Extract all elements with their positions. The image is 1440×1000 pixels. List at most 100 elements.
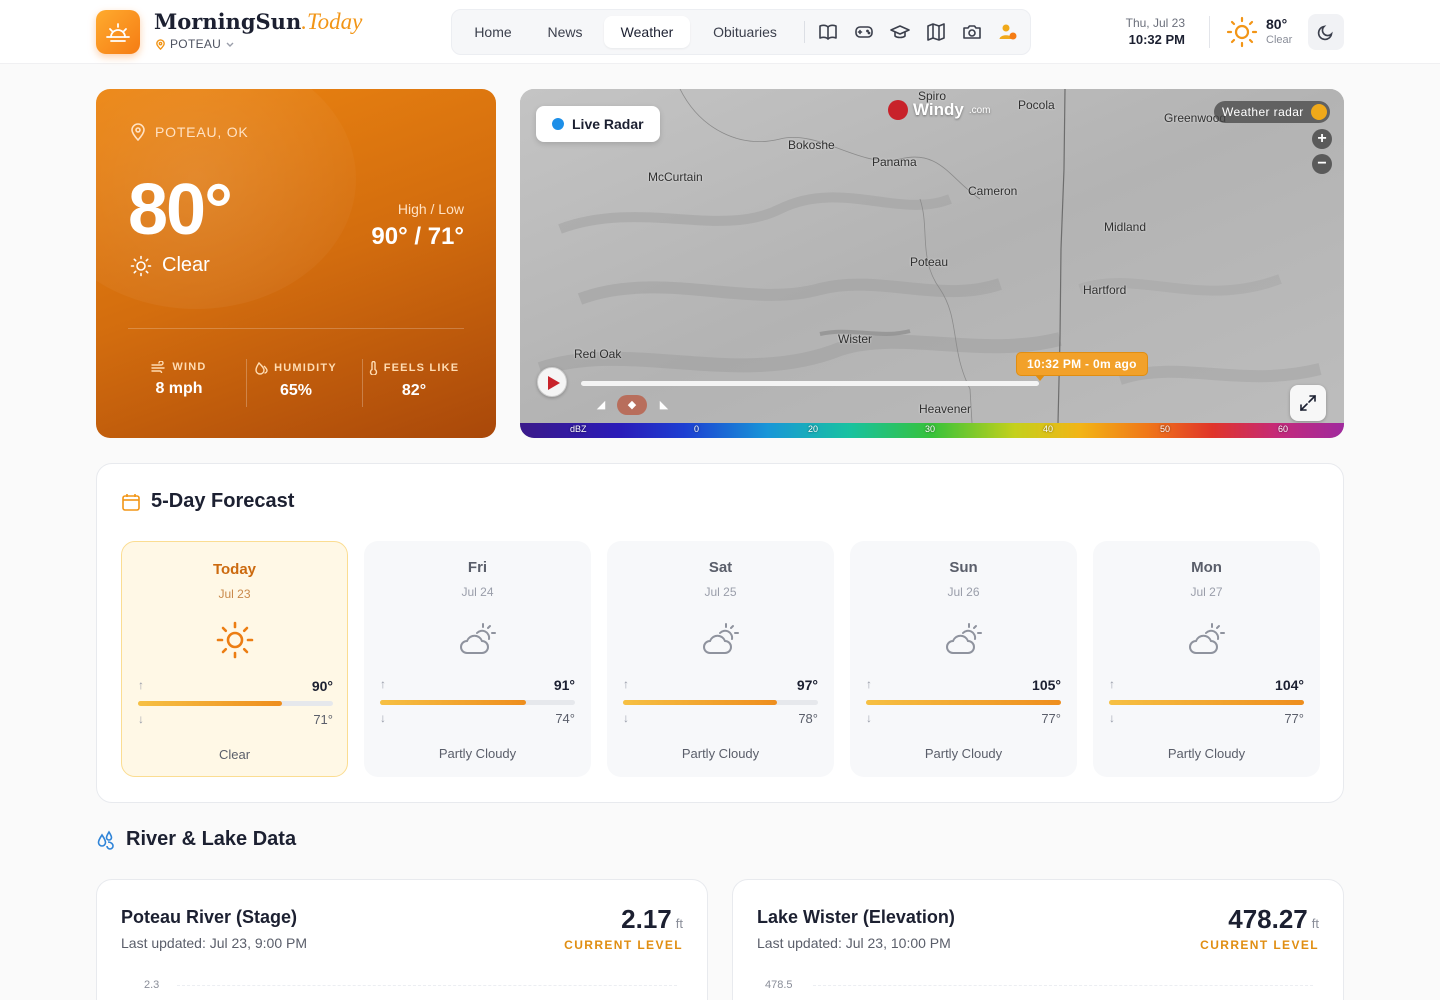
forecast-title-label: 5-Day Forecast	[151, 490, 295, 512]
header-divider	[1209, 16, 1210, 48]
low-temp: 78°	[798, 711, 818, 726]
day-name: Sun	[949, 559, 978, 576]
map-town: Red Oak	[574, 347, 622, 361]
lake-card[interactable]: Lake Wister (Elevation) Last updated: Ju…	[732, 879, 1344, 1000]
low-row: ↓ 78°	[623, 711, 818, 729]
high-row: ↑ 104°	[1109, 677, 1304, 695]
map-town: Pocola	[1018, 98, 1055, 112]
map-town: Spiro	[918, 89, 947, 103]
site-logo[interactable]	[96, 10, 140, 54]
scale-tick: 50	[1160, 424, 1171, 434]
scale-unit: dBZ	[570, 424, 587, 434]
gauge-caption: CURRENT LEVEL	[564, 938, 683, 952]
live-radar-badge: Live Radar	[536, 106, 660, 142]
site-header: MorningSun.Today POTEAU Home News Weathe…	[0, 0, 1440, 64]
forecast-day-card[interactable]: Sun Jul 26 ↑ 105° ↓ 77° Partly Cloudy	[850, 541, 1077, 777]
user-alert-icon[interactable]	[997, 21, 1019, 43]
low-row: ↓ 77°	[1109, 711, 1304, 729]
temp-bar	[1109, 700, 1304, 705]
partly-cloudy-icon	[946, 623, 982, 654]
stat-divider	[362, 359, 363, 407]
radar-map[interactable]: Spiro Pocola Greenwood Bokoshe Panama Mc…	[520, 89, 1344, 438]
map-town: Cameron	[968, 184, 1018, 198]
play-button[interactable]	[537, 367, 567, 397]
graduation-cap-icon[interactable]	[889, 21, 911, 43]
high-row: ↑ 90°	[138, 678, 333, 696]
low-temp: 74°	[555, 711, 575, 726]
day-condition: Clear	[218, 747, 251, 762]
windy-brand[interactable]: Windy .com	[888, 100, 991, 120]
map-town: Bokoshe	[788, 138, 835, 152]
speed-slow-icon[interactable]: ◢	[596, 399, 606, 411]
theme-toggle-button[interactable]	[1308, 14, 1344, 50]
radar-timestamp: 10:32 PM - 0m ago	[1016, 352, 1148, 381]
calendar-icon	[122, 493, 140, 511]
temp-bar	[138, 701, 333, 706]
temp-bar-fill	[138, 701, 283, 706]
zoom-in-button[interactable]: +	[1312, 129, 1332, 149]
high-row: ↑ 97°	[623, 677, 818, 695]
droplet-icon	[255, 361, 268, 375]
moon-icon	[1317, 25, 1333, 41]
forecast-day-card[interactable]: Fri Jul 24 ↑ 91° ↓ 74° Partly Cloudy	[364, 541, 591, 777]
low-temp: 71°	[313, 712, 333, 727]
header-date: Thu, Jul 23	[1125, 16, 1185, 30]
weather-layer-chip[interactable]: Weather radar	[1214, 101, 1330, 123]
high-row: ↑ 91°	[380, 677, 575, 695]
map-town: Poteau	[910, 255, 949, 269]
forecast-day-card[interactable]: Sat Jul 25 ↑ 97° ↓ 78° Partly Cloudy	[607, 541, 834, 777]
feels-like-value: 82°	[401, 382, 427, 399]
arrow-down-icon: ↓	[380, 711, 386, 725]
day-date: Jul 25	[704, 585, 737, 599]
nav-home[interactable]: Home	[474, 24, 512, 40]
high-temp: 90°	[311, 678, 333, 694]
stat-wind: WIND 8 mph	[121, 361, 237, 398]
day-date: Jul 23	[218, 587, 251, 601]
map-town: Heavener	[919, 402, 972, 416]
arrow-down-icon: ↓	[1109, 711, 1115, 725]
nav-news[interactable]: News	[547, 24, 583, 40]
radar-scale: dBZ 0 20 30 40 50 60	[520, 423, 1344, 438]
brand-name[interactable]: MorningSun.Today	[154, 9, 363, 34]
fullscreen-button[interactable]	[1290, 385, 1326, 421]
nav-divider	[804, 21, 805, 43]
temp-bar-fill	[866, 700, 1061, 705]
expand-icon	[1300, 395, 1316, 411]
arrow-up-icon: ↑	[623, 677, 629, 691]
brand-suffix: .Today	[301, 9, 363, 34]
book-icon[interactable]	[817, 21, 839, 43]
zoom-out-button[interactable]: −	[1312, 154, 1332, 174]
low-temp: 77°	[1041, 711, 1061, 726]
arrow-down-icon: ↓	[623, 711, 629, 725]
low-row: ↓ 71°	[138, 712, 333, 730]
speed-fast-icon[interactable]: ◣	[659, 399, 669, 411]
gamepad-icon[interactable]	[853, 21, 875, 43]
speed-normal-icon[interactable]: ◆	[617, 395, 647, 415]
temp-bar	[623, 700, 818, 705]
header-temp: 80°	[1266, 16, 1288, 32]
partly-cloudy-icon	[703, 623, 739, 654]
stat-humidity: HUMIDITY 65%	[238, 361, 354, 400]
scale-tick: 60	[1278, 424, 1289, 434]
arrow-up-icon: ↑	[138, 678, 144, 692]
wind-value: 8 mph	[155, 380, 203, 397]
river-card[interactable]: Poteau River (Stage) Last updated: Jul 2…	[96, 879, 708, 1000]
sun-icon	[216, 621, 254, 659]
gauge-level: 2.17 ft	[621, 904, 683, 934]
gauge-updated: Last updated: Jul 23, 9:00 PM	[121, 935, 308, 951]
current-condition-label: Clear	[162, 254, 210, 276]
location-selector[interactable]: POTEAU	[155, 37, 235, 51]
radar-timeline-slider[interactable]	[581, 381, 1039, 386]
map-icon[interactable]	[925, 21, 947, 43]
nav-obituaries[interactable]: Obituaries	[713, 24, 777, 40]
nav-weather[interactable]: Weather	[604, 16, 690, 48]
day-condition: Partly Cloudy	[681, 746, 760, 761]
current-condition: Clear	[130, 254, 210, 277]
forecast-day-card[interactable]: Today Jul 23 ↑ 90° ↓ 71° Clear	[121, 541, 348, 777]
current-divider	[128, 328, 464, 329]
camera-icon[interactable]	[961, 21, 983, 43]
humidity-value: 65%	[279, 382, 313, 399]
temp-bar	[380, 700, 575, 705]
forecast-day-card[interactable]: Mon Jul 27 ↑ 104° ↓ 77° Partly Cloudy	[1093, 541, 1320, 777]
map-town: Hartford	[1083, 283, 1127, 297]
